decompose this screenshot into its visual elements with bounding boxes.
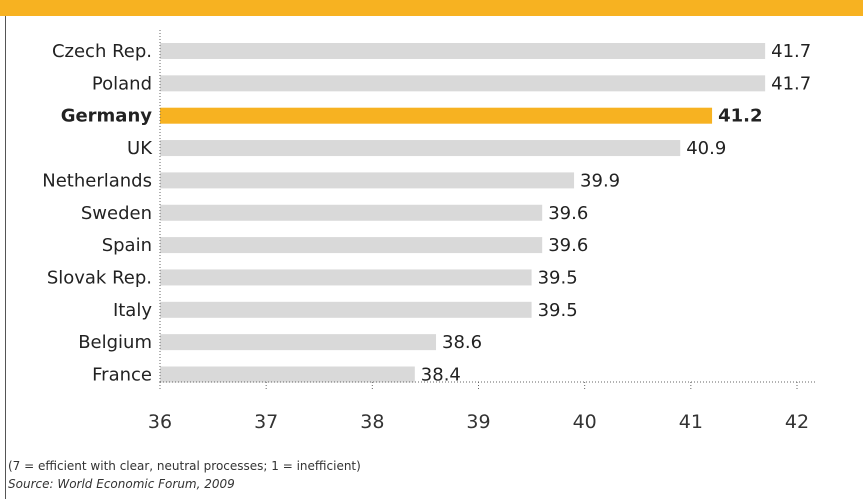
value-label: 41.2 — [718, 106, 762, 127]
x-tick-label: 42 — [785, 411, 809, 433]
value-label: 40.9 — [686, 138, 726, 159]
x-tick-label: 38 — [360, 411, 384, 433]
bar-chart: 36 37 38 39 40 41 42 Czech Rep. 41.7 Poland 41.7 G… — [42, 30, 817, 433]
value-label: 39.9 — [580, 170, 620, 191]
bar — [160, 204, 543, 221]
category-label: Italy — [113, 300, 152, 321]
category-label: Poland — [92, 73, 152, 94]
labels-layer: Czech Rep. 41.7 Poland 41.7 Germany 41.2 UK 40.… — [42, 41, 811, 386]
category-label: Spain — [102, 235, 152, 256]
bar — [160, 334, 437, 351]
category-label: Sweden — [81, 203, 152, 224]
bar — [160, 140, 681, 157]
bar — [160, 237, 543, 254]
category-label: Slovak Rep. — [47, 267, 152, 288]
value-label: 39.5 — [538, 300, 578, 321]
value-label: 39.5 — [538, 267, 578, 288]
x-tick-label: 40 — [573, 411, 597, 433]
category-label: Germany — [61, 106, 153, 127]
axis-layer: 36 37 38 39 40 41 42 — [148, 30, 817, 433]
source-note: Source: World Economic Forum, 2009 — [8, 477, 235, 491]
value-label: 41.7 — [771, 73, 811, 94]
scale-note: (7 = efficient with clear, neutral proce… — [8, 459, 361, 473]
value-label: 39.6 — [548, 203, 588, 224]
bar — [160, 301, 532, 318]
bars-layer — [160, 43, 766, 383]
value-label: 38.4 — [421, 365, 461, 386]
category-label: Netherlands — [42, 170, 152, 191]
bar — [160, 269, 532, 286]
category-label: Belgium — [78, 332, 152, 353]
category-label: Czech Rep. — [52, 41, 152, 62]
bar — [160, 366, 415, 383]
x-tick-label: 36 — [148, 411, 172, 433]
x-tick-label: 39 — [466, 411, 490, 433]
bar — [160, 43, 766, 59]
category-label: France — [92, 365, 152, 386]
x-tick-label: 41 — [679, 411, 703, 433]
value-label: 38.6 — [442, 332, 482, 353]
bar — [160, 172, 575, 189]
bar — [160, 107, 713, 124]
value-label: 39.6 — [548, 235, 588, 256]
x-tick-label: 37 — [254, 411, 278, 433]
bar — [160, 75, 766, 92]
value-label: 41.7 — [771, 41, 811, 62]
header-band — [0, 0, 863, 16]
category-label: UK — [127, 138, 153, 159]
left-border — [5, 16, 6, 499]
